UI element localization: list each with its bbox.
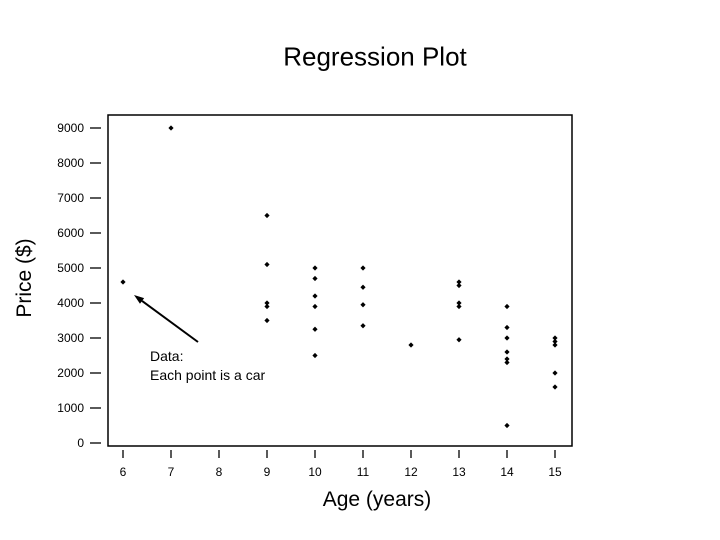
x-tick-label: 11 [357, 465, 370, 479]
data-point [264, 212, 270, 219]
data-point [456, 279, 462, 285]
annotation-arrow [134, 295, 199, 343]
y-tick-label: 6000 [57, 226, 84, 240]
data-point [312, 326, 318, 332]
data-point [456, 303, 462, 310]
x-tick-label: 9 [264, 465, 271, 479]
y-tick-label: 4000 [57, 296, 84, 310]
x-tick-label: 8 [216, 465, 223, 479]
data-point [504, 422, 510, 429]
y-tick-label: 7000 [57, 191, 84, 205]
x-tick-label: 12 [404, 465, 418, 479]
annotation-text: Data: Each point is a car [150, 347, 265, 385]
annotation-line-1: Data: [150, 348, 184, 364]
data-point [552, 384, 558, 390]
data-point [264, 303, 270, 310]
data-point [312, 265, 318, 271]
data-point [552, 342, 558, 348]
chart-title: Regression Plot [283, 41, 467, 72]
x-tick-label: 6 [120, 465, 127, 479]
y-tick-label: 3000 [57, 331, 84, 345]
y-tick-label: 8000 [57, 156, 84, 170]
data-point [504, 303, 510, 310]
data-point [360, 284, 366, 290]
data-point [408, 342, 414, 348]
data-point [456, 300, 462, 306]
data-point [360, 323, 366, 329]
data-point [312, 303, 318, 310]
x-tick-label: 13 [452, 465, 466, 479]
y-tick-label: 9000 [57, 121, 84, 135]
data-point [168, 125, 174, 131]
data-point [504, 335, 510, 341]
data-point [552, 335, 558, 341]
data-point [264, 317, 270, 324]
x-axis-ticks: 6 7 8 9 10 11 12 13 14 15 [120, 450, 562, 479]
y-tick-label: 2000 [57, 366, 84, 380]
data-point [312, 275, 318, 282]
data-point [504, 324, 510, 331]
annotation-line-2: Each point is a car [150, 367, 266, 383]
x-tick-label: 10 [308, 465, 322, 479]
x-tick-label: 7 [168, 465, 175, 479]
x-tick-label: 15 [548, 465, 562, 479]
data-point [504, 356, 510, 362]
data-point [504, 349, 510, 355]
data-point [504, 359, 510, 366]
data-point [360, 302, 366, 308]
y-tick-label: 1000 [57, 401, 84, 415]
data-point [312, 293, 318, 299]
data-point [312, 352, 318, 359]
data-point [360, 265, 366, 271]
data-point [552, 370, 558, 376]
y-tick-label: 0 [77, 436, 84, 450]
y-tick-label: 5000 [57, 261, 84, 275]
x-tick-label: 14 [500, 465, 514, 479]
data-point [456, 337, 462, 343]
data-point [120, 279, 126, 285]
data-point [264, 300, 270, 306]
data-point [456, 282, 462, 289]
data-points [120, 125, 558, 429]
x-axis-title: Age (years) [322, 488, 432, 511]
plot-frame [107, 114, 573, 447]
data-point [264, 261, 270, 268]
data-point [552, 338, 558, 345]
y-axis-ticks: 0 1000 2000 3000 4000 5000 6000 7000 8000 9000 [57, 121, 101, 450]
